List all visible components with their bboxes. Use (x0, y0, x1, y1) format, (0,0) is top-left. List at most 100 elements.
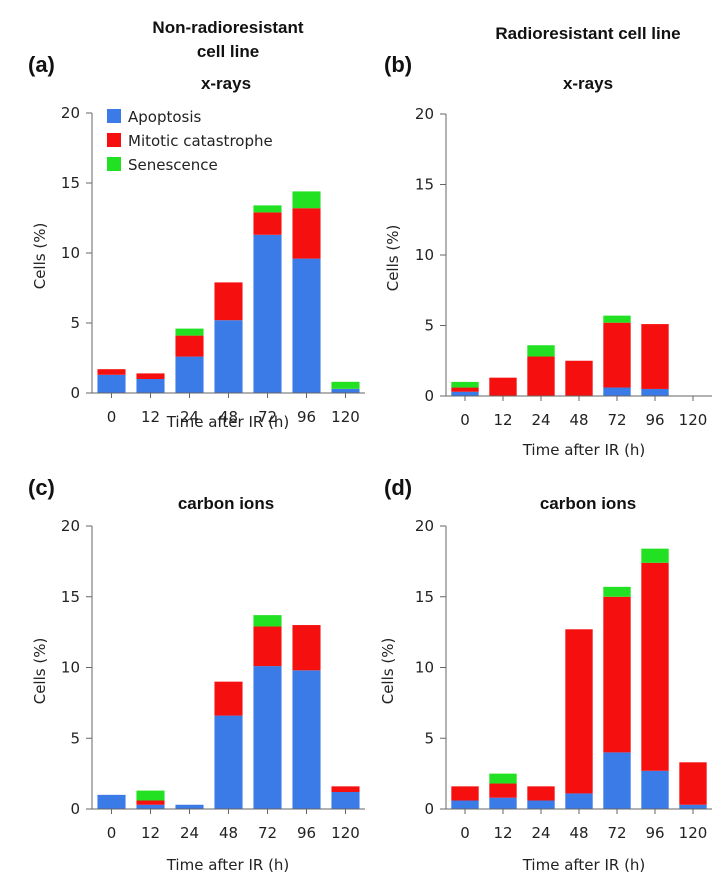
panel-title-b: x-rays (563, 74, 613, 93)
column-header-right: Radioresistant cell line (495, 24, 680, 43)
x-axis-label-a: Time after IR (h) (166, 413, 290, 431)
bar-d-mitotic-catastrophe-0 (451, 786, 479, 801)
bar-b-apoptosis-72 (603, 387, 631, 396)
x-axis-label-b: Time after IR (h) (522, 441, 646, 459)
bar-d-apoptosis-48 (565, 793, 593, 809)
bar-a-mitotic-catastrophe-24 (175, 335, 204, 357)
x-tick-label-d-0: 0 (460, 824, 470, 842)
column-header-left-line1: Non-radioresistant (152, 18, 303, 37)
panel-b: (b) x-rays Cells (%) Time after IR (h) 0… (384, 52, 712, 459)
y-tick-label-a-0: 0 (70, 384, 80, 402)
y-tick-label-c-15: 15 (61, 588, 80, 606)
x-tick-label-d-120: 120 (679, 824, 708, 842)
bar-b-mitotic-catastrophe-0 (451, 387, 479, 392)
bar-d-apoptosis-96 (641, 770, 669, 809)
bar-d-mitotic-catastrophe-48 (565, 629, 593, 794)
y-tick-label-a-20: 20 (61, 104, 80, 122)
x-tick-label-b-48: 48 (569, 411, 588, 429)
bar-d-mitotic-catastrophe-12 (489, 783, 517, 798)
y-axis-label-b: Cells (%) (384, 225, 402, 292)
legend-label-senescence: Senescence (128, 156, 218, 174)
column-header-left-line2: cell line (197, 42, 259, 61)
bar-d-apoptosis-0 (451, 800, 479, 809)
bar-d-senescence-12 (489, 773, 517, 784)
x-tick-label-c-12: 12 (141, 824, 160, 842)
x-tick-label-b-72: 72 (607, 411, 626, 429)
y-tick-label-a-5: 5 (70, 314, 80, 332)
legend-swatch-apoptosis (107, 109, 121, 123)
y-axis-label-a: Cells (%) (31, 223, 49, 290)
bar-a-apoptosis-72 (253, 234, 282, 393)
x-tick-label-a-120: 120 (331, 408, 360, 426)
bar-c-senescence-12 (136, 790, 165, 801)
panel-label-c: (c) (28, 475, 55, 500)
bar-b-mitotic-catastrophe-96 (641, 324, 669, 389)
x-tick-label-c-96: 96 (297, 824, 316, 842)
bar-a-senescence-96 (292, 191, 321, 209)
y-tick-label-c-20: 20 (61, 517, 80, 535)
x-tick-label-a-12: 12 (141, 408, 160, 426)
bar-d-apoptosis-24 (527, 800, 555, 809)
x-tick-label-a-72: 72 (258, 408, 277, 426)
legend-swatch-senescence (107, 157, 121, 171)
x-axis-label-c: Time after IR (h) (166, 856, 290, 874)
bar-a-senescence-120 (331, 381, 360, 389)
panel-c: (c) carbon ions Cells (%) Time after IR … (28, 475, 365, 874)
bar-c-apoptosis-24 (175, 804, 204, 809)
bar-a-senescence-72 (253, 205, 282, 213)
bar-b-senescence-0 (451, 381, 479, 388)
bar-d-apoptosis-72 (603, 752, 631, 809)
bar-b-senescence-72 (603, 315, 631, 323)
bar-a-mitotic-catastrophe-0 (97, 369, 126, 375)
bar-c-mitotic-catastrophe-120 (331, 786, 360, 793)
bar-a-mitotic-catastrophe-72 (253, 212, 282, 235)
bar-a-senescence-24 (175, 328, 204, 336)
y-tick-label-d-15: 15 (415, 588, 434, 606)
bar-c-apoptosis-12 (136, 804, 165, 809)
bar-b-senescence-24 (527, 345, 555, 357)
legend-swatch-mitotic-catastrophe (107, 133, 121, 147)
plot-area-d: 0 5 10 15 20 0 12 24 48 72 96 120 (415, 517, 712, 842)
bar-b-apoptosis-0 (451, 391, 479, 396)
bar-d-mitotic-catastrophe-120 (679, 762, 707, 805)
bar-c-apoptosis-72 (253, 666, 282, 809)
bar-d-apoptosis-120 (679, 804, 707, 809)
y-axis-label-d: Cells (%) (379, 638, 397, 705)
y-axis-label-c: Cells (%) (31, 638, 49, 705)
x-tick-label-b-24: 24 (531, 411, 550, 429)
bar-d-mitotic-catastrophe-96 (641, 562, 669, 771)
bar-c-mitotic-catastrophe-48 (214, 681, 243, 716)
panel-a: (a) x-rays Cells (%) Time after IR (h) 0… (28, 52, 365, 431)
plot-area-b: 0 5 10 15 20 0 12 24 48 72 96 120 (415, 105, 712, 429)
x-tick-label-c-48: 48 (219, 824, 238, 842)
bar-b-mitotic-catastrophe-12 (489, 377, 517, 396)
bar-c-apoptosis-0 (97, 794, 126, 809)
panel-label-d: (d) (384, 475, 412, 500)
x-tick-label-b-0: 0 (460, 411, 470, 429)
legend-label-mitotic-catastrophe: Mitotic catastrophe (128, 132, 273, 150)
x-tick-label-a-0: 0 (107, 408, 117, 426)
panel-title-a: x-rays (201, 74, 251, 93)
bar-a-apoptosis-96 (292, 258, 321, 393)
x-tick-label-b-120: 120 (679, 411, 708, 429)
panel-d: (d) carbon ions Cells (%) Time after IR … (379, 475, 712, 874)
bar-c-apoptosis-120 (331, 792, 360, 809)
x-tick-label-a-24: 24 (180, 408, 199, 426)
bar-b-mitotic-catastrophe-24 (527, 356, 555, 396)
legend: Apoptosis Mitotic catastrophe Senescence (107, 108, 273, 174)
x-tick-label-d-96: 96 (645, 824, 664, 842)
x-tick-label-b-96: 96 (645, 411, 664, 429)
bar-a-apoptosis-24 (175, 356, 204, 393)
x-tick-label-a-96: 96 (297, 408, 316, 426)
x-tick-label-d-12: 12 (493, 824, 512, 842)
bar-a-apoptosis-12 (136, 379, 165, 393)
y-tick-label-d-10: 10 (415, 659, 434, 677)
x-tick-label-d-48: 48 (569, 824, 588, 842)
bar-a-mitotic-catastrophe-12 (136, 373, 165, 379)
bar-c-mitotic-catastrophe-72 (253, 626, 282, 667)
x-tick-label-d-24: 24 (531, 824, 550, 842)
bar-c-mitotic-catastrophe-96 (292, 625, 321, 671)
y-tick-label-b-15: 15 (415, 176, 434, 194)
x-tick-label-a-48: 48 (219, 408, 238, 426)
